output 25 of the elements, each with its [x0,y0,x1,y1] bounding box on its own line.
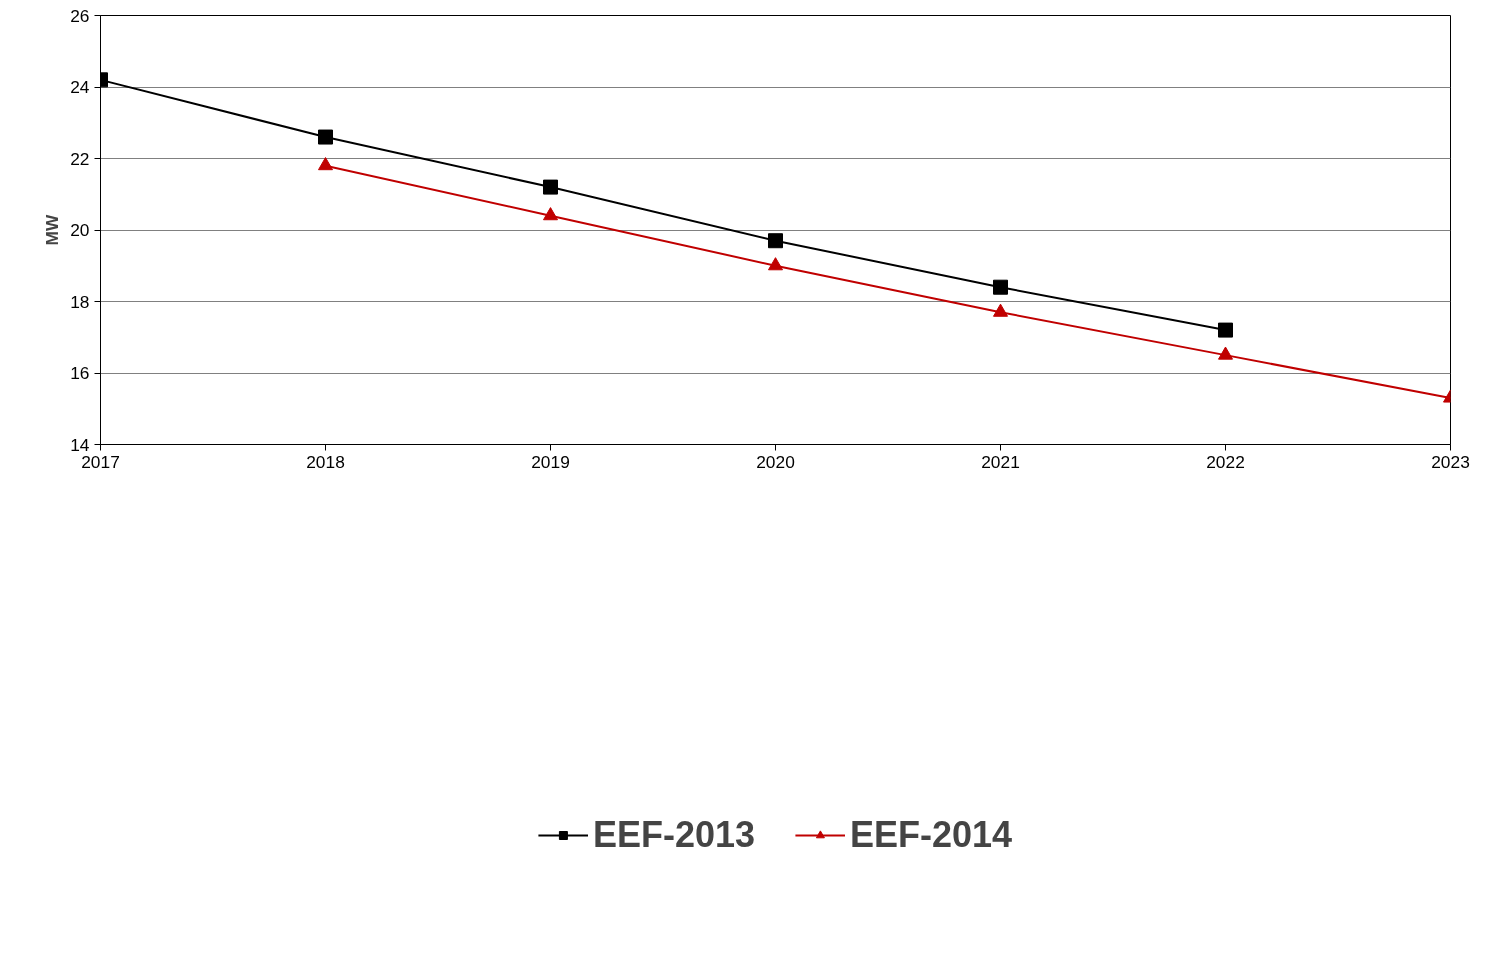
x-tick-label: 2023 [1431,451,1470,472]
legend-label: EEF-2014 [850,813,1013,856]
point [543,179,558,195]
legend-label: EEF-2013 [592,813,755,856]
point [768,257,783,271]
point [1218,346,1233,360]
point [1218,322,1233,338]
y-tick-label: 26 [70,5,90,26]
point [993,279,1008,295]
point [543,207,558,221]
y-tick-label: 20 [70,220,90,240]
x-tick-label: 2022 [1206,451,1245,472]
y-tick-label: 16 [70,363,90,383]
y-tick-label: 22 [70,148,90,169]
y-tick-label: 18 [70,291,90,312]
y-tick-label: 24 [70,77,90,97]
x-tick-label: 2020 [756,451,795,472]
x-tick-label: 2021 [981,451,1020,472]
y-axis-title: MW [42,213,63,246]
point [993,303,1008,317]
point [318,129,333,145]
x-tick-label: 2018 [306,451,345,472]
x-tick-label: 2019 [531,451,570,472]
point [318,157,333,171]
point [768,233,783,249]
